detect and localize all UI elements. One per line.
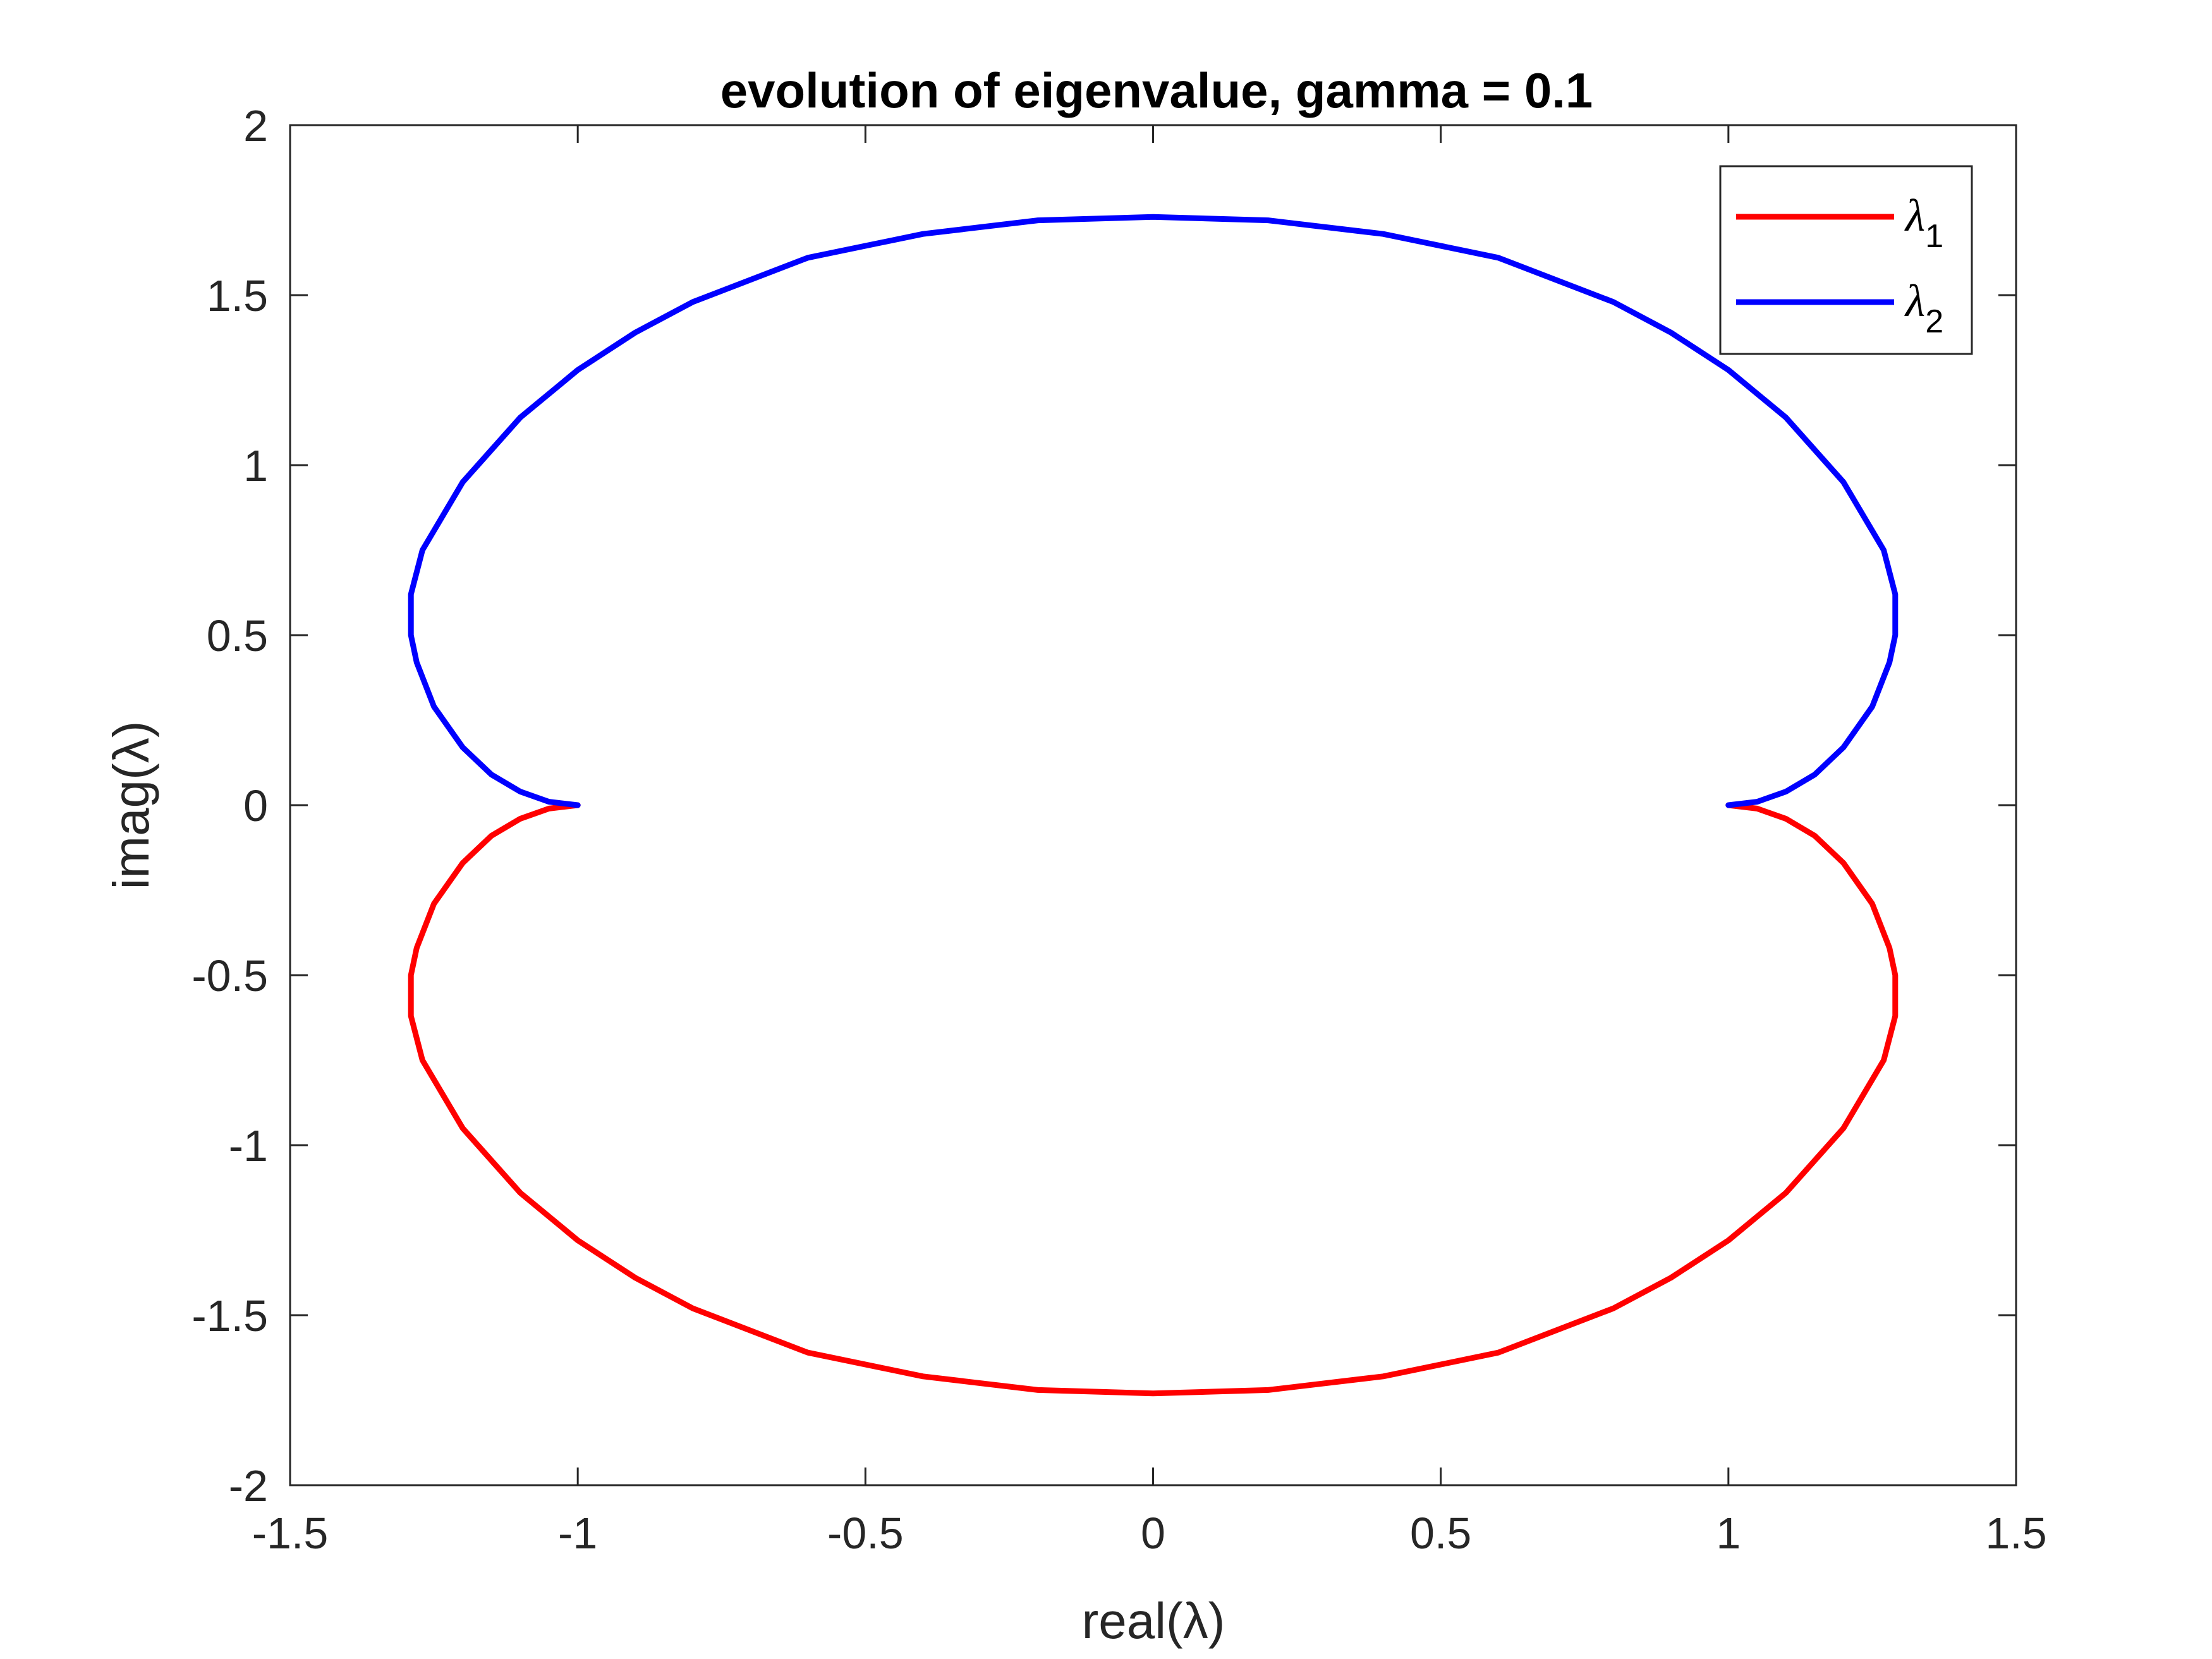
chart-title: evolution of eigenvalue, gamma = 0.1 — [720, 63, 1593, 118]
y-tick-label: 2 — [243, 101, 268, 150]
y-tick-label: -0.5 — [191, 951, 268, 1000]
x-tick-label: -1 — [558, 1509, 597, 1558]
y-tick-label: -1 — [229, 1121, 268, 1170]
x-tick-label: 0.5 — [1410, 1509, 1471, 1558]
y-tick-label: -1.5 — [191, 1291, 268, 1340]
x-tick-label: -1.5 — [252, 1509, 329, 1558]
x-tick-label: 1 — [1716, 1509, 1741, 1558]
plot-frame — [289, 124, 2017, 1486]
y-tick-label: 0 — [243, 781, 268, 830]
x-axis-label: real(λ) — [1082, 1593, 1225, 1649]
series-line-2 — [408, 214, 1899, 808]
y-tick-label: 1.5 — [207, 271, 268, 320]
legend-box — [1719, 165, 1973, 355]
x-tick-label: -0.5 — [827, 1509, 904, 1558]
series-group — [408, 214, 1899, 1397]
ticks-group: -1.5 -1 -0.5 0 0.5 1 1.5-2-1.5-1-0.500.511.52 — [191, 101, 2046, 1558]
y-axis-label: imag(λ) — [103, 721, 159, 890]
x-tick-label: 0 — [1141, 1509, 1165, 1558]
y-tick-label: -2 — [229, 1461, 268, 1510]
x-tick-label: 1.5 — [1985, 1509, 2046, 1558]
series-line-1 — [408, 802, 1899, 1397]
y-tick-label: 1 — [243, 441, 268, 490]
y-tick-label: 0.5 — [207, 611, 268, 660]
